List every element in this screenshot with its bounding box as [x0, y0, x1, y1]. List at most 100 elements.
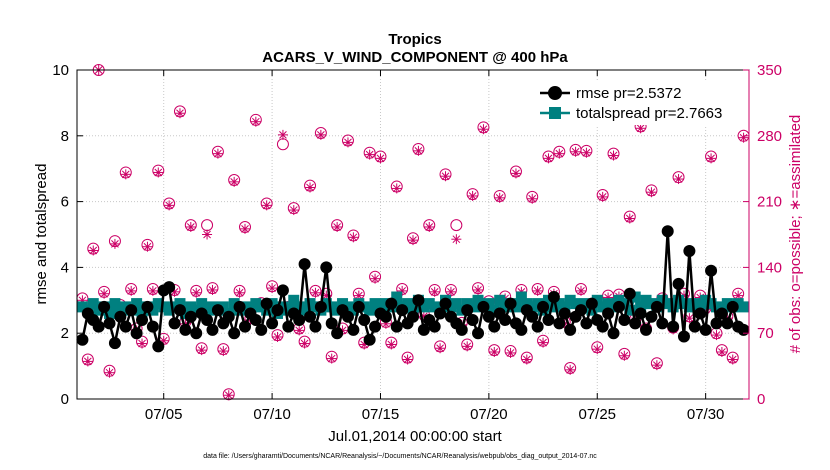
rmse-point — [298, 258, 311, 271]
obs-assimilated-stroke — [712, 331, 721, 339]
obs-assimilated-point — [326, 353, 337, 364]
obs-assimilated-point — [277, 129, 288, 140]
rmse-point — [542, 314, 555, 327]
x-axis-label: Jul.01,2014 00:00:00 start — [328, 428, 502, 445]
rmse-point — [575, 304, 587, 317]
rmse-point — [477, 300, 490, 313]
obs-assimilated-point — [202, 229, 213, 240]
y-right-tick-label: 0 — [757, 391, 765, 408]
obs-assimilated-point — [727, 354, 738, 365]
rmse-point — [325, 317, 338, 330]
obs-assimilated-point — [212, 148, 223, 159]
totalspread-point — [282, 304, 294, 316]
rmse-point — [92, 320, 105, 333]
obs-assimilated-point — [332, 221, 343, 232]
obs-assimilated-stroke — [544, 154, 553, 163]
rmse-point — [629, 317, 642, 330]
rmse-point — [602, 307, 615, 320]
rmse-point — [369, 320, 382, 333]
totalspread-point — [488, 304, 500, 316]
legend-rmse-label: rmse pr=2.5372 — [576, 85, 681, 102]
rmse-point — [645, 310, 658, 323]
obs-assimilated-stroke — [365, 150, 374, 159]
obs-assimilated-point — [716, 347, 727, 357]
totalspread-point — [87, 298, 99, 310]
rmse-point — [276, 284, 289, 297]
rmse-point — [596, 320, 609, 333]
rmse-point — [141, 300, 154, 313]
rmse-point — [260, 297, 273, 310]
rmse-point — [309, 320, 322, 333]
totalspread-point — [407, 304, 419, 316]
obs-assimilated-point — [386, 339, 397, 350]
obs-assimilated-stroke — [100, 289, 108, 298]
rmse-point — [504, 297, 517, 310]
obs-assimilated-stroke — [533, 287, 542, 295]
obs-assimilated-stroke — [539, 338, 547, 347]
obs-assimilated-stroke — [636, 124, 645, 133]
data-series — [76, 225, 750, 353]
obs-assimilated-point — [581, 147, 592, 158]
rmse-point — [293, 314, 306, 327]
totalspread-point — [190, 304, 202, 316]
obs-assimilated-stroke — [728, 355, 737, 364]
y-left-tick-label: 6 — [61, 194, 69, 211]
rmse-point — [705, 264, 718, 277]
rmse-point — [108, 337, 121, 350]
rmse-point — [737, 323, 750, 336]
rmse-point — [341, 310, 354, 323]
obs-assimilated-point — [391, 183, 402, 194]
obs-assimilated-point — [342, 137, 353, 148]
rmse-point — [163, 281, 176, 294]
obs-assimilated-point — [174, 108, 185, 119]
rmse-point — [607, 327, 620, 340]
rmse-point — [672, 277, 685, 290]
rmse-point — [558, 307, 571, 320]
obs-assimilated-stroke — [289, 206, 298, 214]
rmse-point — [515, 323, 528, 336]
totalspread-point — [196, 298, 208, 310]
legend-totalspread-marker — [549, 107, 561, 119]
rmse-point — [618, 314, 631, 327]
obs-assimilated-point — [554, 148, 565, 159]
obs-assimilated-stroke — [170, 287, 179, 296]
obs-assimilated-point — [229, 176, 240, 187]
obs-assimilated-point — [435, 343, 446, 354]
totalspread-point — [559, 301, 571, 313]
rmse-point — [407, 310, 419, 323]
obs-assimilated-stroke — [121, 170, 130, 179]
obs-assimilated-stroke — [598, 193, 607, 201]
obs-assimilated-stroke — [279, 131, 287, 139]
obs-assimilated-stroke — [371, 274, 379, 283]
x-tick-label: 07/20 — [470, 406, 508, 423]
obs-assimilated-point — [738, 132, 749, 143]
obs-assimilated-point — [126, 285, 137, 296]
obs-assimilated-point — [565, 364, 576, 375]
obs-assimilated-point — [673, 174, 684, 185]
rmse-point — [255, 323, 268, 336]
totalspread-point — [515, 291, 527, 303]
totalspread-point — [109, 298, 121, 310]
rmse-point — [694, 307, 707, 320]
rmse-point — [726, 300, 739, 313]
obs-assimilated-point — [120, 169, 131, 180]
obs-assimilated-stroke — [582, 148, 591, 157]
y-right-tick-label: 70 — [757, 325, 774, 342]
obs-assimilated-point — [646, 187, 657, 198]
obs-assimilated-point — [196, 345, 207, 356]
rmse-point — [190, 327, 203, 340]
obs-assimilated-point — [315, 129, 326, 140]
totalspread-point — [228, 298, 240, 310]
rmse-point — [656, 317, 669, 330]
obs-assimilated-stroke — [105, 368, 114, 377]
obs-assimilated-point — [294, 325, 305, 336]
rmse-point — [412, 294, 425, 307]
rmse-point — [266, 317, 279, 330]
rmse-point — [249, 314, 262, 327]
obs-assimilated-point — [608, 150, 619, 161]
totalspread-point — [174, 298, 186, 310]
rmse-point — [206, 323, 219, 336]
rmse-point — [385, 297, 398, 310]
obs-assimilated-stroke — [441, 172, 450, 181]
y-left-tick-label: 4 — [61, 259, 69, 276]
